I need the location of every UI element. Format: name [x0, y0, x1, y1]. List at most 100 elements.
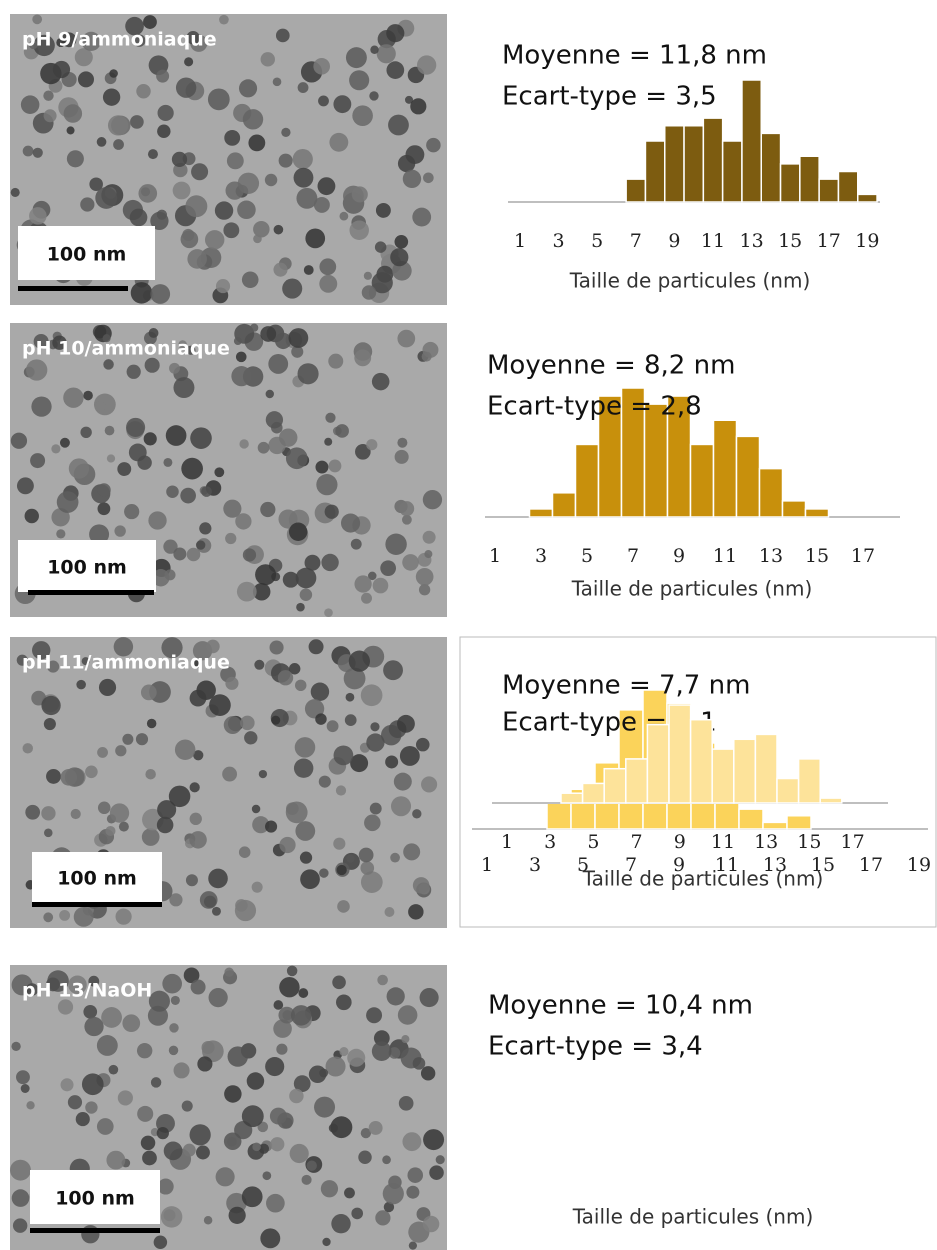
particle: [26, 1101, 35, 1110]
particle: [195, 1145, 210, 1160]
particle: [328, 459, 342, 473]
x-tick-label: 5: [591, 230, 603, 252]
particle: [278, 509, 298, 529]
particle: [125, 16, 144, 36]
particle: [418, 584, 431, 596]
particle: [169, 362, 180, 374]
particle: [305, 228, 326, 249]
particle: [350, 754, 369, 773]
particle: [294, 679, 307, 692]
particle: [313, 57, 331, 75]
x-tick-label: 1: [514, 230, 526, 252]
particle: [96, 1118, 114, 1135]
particle: [227, 1046, 248, 1067]
particle: [96, 137, 107, 147]
scale-bar: [30, 1228, 160, 1233]
particle: [363, 271, 372, 280]
particle: [331, 1214, 351, 1234]
particle: [30, 453, 46, 469]
particle: [186, 345, 196, 355]
particle: [122, 1014, 141, 1033]
bar: [741, 79, 763, 203]
particle: [319, 274, 338, 293]
particle: [240, 715, 255, 731]
bar: [646, 723, 670, 804]
particle: [169, 1023, 179, 1033]
particle: [67, 1095, 83, 1110]
particle: [163, 1209, 176, 1222]
particle: [310, 682, 330, 701]
annotation: Moyenne = 7,7 nm: [502, 671, 750, 701]
particle: [293, 758, 314, 778]
particle: [10, 432, 28, 449]
particle: [347, 1048, 366, 1067]
particle: [97, 746, 108, 758]
particle: [226, 152, 244, 170]
particle: [258, 1143, 270, 1154]
particle: [423, 172, 434, 184]
particle: [296, 187, 318, 209]
particle: [402, 169, 422, 189]
particle: [318, 775, 331, 788]
x-tick-label: 15: [797, 831, 821, 853]
particle: [335, 785, 347, 796]
particle: [133, 34, 146, 47]
particle: [394, 449, 409, 464]
particle: [223, 222, 240, 239]
particle: [89, 524, 110, 545]
particle: [399, 501, 415, 517]
x-tick-label: 9: [674, 831, 686, 853]
bar: [776, 777, 800, 804]
particle: [20, 1084, 30, 1093]
particle: [319, 1068, 329, 1078]
particle: [189, 782, 200, 793]
particle: [135, 733, 149, 746]
particle: [215, 1167, 235, 1187]
particle: [41, 806, 56, 821]
particle: [66, 150, 84, 168]
particle: [214, 201, 234, 220]
particle: [390, 852, 400, 863]
particle: [326, 720, 339, 733]
x-tick-label: 5: [577, 854, 589, 876]
particle: [253, 220, 270, 238]
bar: [758, 467, 784, 518]
bar: [689, 718, 713, 804]
particle: [118, 821, 129, 832]
particle: [333, 95, 352, 114]
particle: [59, 909, 71, 921]
particle: [273, 224, 284, 235]
particle: [333, 837, 346, 850]
particle: [106, 454, 116, 463]
particle: [269, 640, 284, 655]
bar: [574, 443, 600, 518]
particle: [11, 1189, 30, 1207]
particle: [29, 40, 38, 50]
particle: [73, 906, 94, 927]
bar: [857, 193, 878, 203]
particle: [248, 134, 266, 152]
bar: [781, 500, 807, 518]
bar: [799, 155, 820, 203]
particle: [349, 220, 369, 241]
particle: [260, 1228, 281, 1249]
particle: [314, 1096, 336, 1118]
particle: [299, 851, 313, 864]
particle: [349, 70, 370, 91]
particle: [348, 650, 370, 672]
particle: [10, 1159, 31, 1181]
particle: [386, 24, 405, 43]
bar: [735, 435, 761, 518]
particle: [296, 602, 305, 612]
particle: [83, 1004, 98, 1019]
particle: [201, 1040, 215, 1055]
particle: [375, 1210, 391, 1226]
particle: [81, 657, 90, 666]
particle: [354, 349, 372, 367]
particle: [370, 45, 379, 54]
particle: [421, 776, 438, 793]
bar: [738, 808, 764, 830]
particle: [81, 31, 101, 52]
particle: [25, 804, 41, 820]
particle: [333, 745, 354, 766]
